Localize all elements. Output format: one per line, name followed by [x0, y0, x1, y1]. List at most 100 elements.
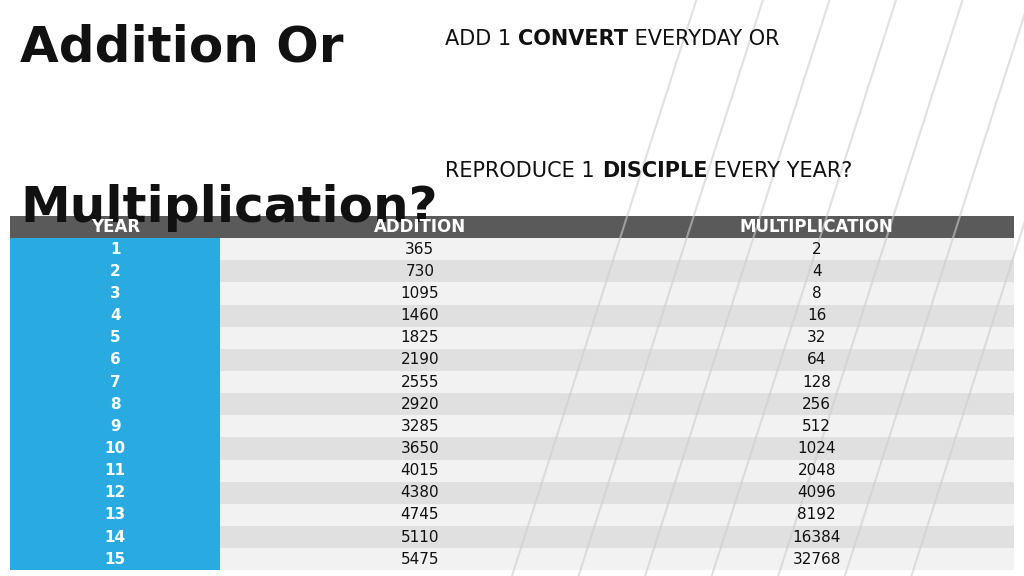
- Text: 8: 8: [812, 286, 821, 301]
- Text: 3285: 3285: [400, 419, 439, 434]
- Text: ADD 1: ADD 1: [445, 29, 518, 49]
- Bar: [620, 349, 1014, 371]
- Text: 4: 4: [812, 264, 821, 279]
- Bar: [10, 415, 220, 437]
- Text: 10: 10: [104, 441, 126, 456]
- Text: 4015: 4015: [400, 463, 439, 478]
- Bar: [620, 371, 1014, 393]
- Bar: [220, 349, 620, 371]
- Text: 128: 128: [802, 374, 831, 389]
- Bar: [620, 460, 1014, 482]
- Text: 16: 16: [807, 308, 826, 323]
- Text: 2555: 2555: [400, 374, 439, 389]
- Text: 5475: 5475: [400, 552, 439, 567]
- Bar: [10, 548, 220, 570]
- Text: ADDITION: ADDITION: [374, 218, 466, 236]
- Bar: [220, 327, 620, 349]
- Bar: [620, 238, 1014, 260]
- Text: MULTIPLICATION: MULTIPLICATION: [739, 218, 894, 236]
- Text: 2048: 2048: [798, 463, 836, 478]
- Bar: [620, 216, 1014, 238]
- Bar: [10, 460, 220, 482]
- Text: 1460: 1460: [400, 308, 439, 323]
- Text: 8192: 8192: [798, 507, 836, 522]
- Text: 6: 6: [110, 353, 121, 367]
- Bar: [220, 415, 620, 437]
- Bar: [220, 216, 620, 238]
- Bar: [620, 548, 1014, 570]
- Text: 4380: 4380: [400, 485, 439, 500]
- Text: 4745: 4745: [400, 507, 439, 522]
- Text: 3: 3: [110, 286, 121, 301]
- Text: CONVERT: CONVERT: [518, 29, 628, 49]
- Bar: [620, 305, 1014, 327]
- Bar: [220, 305, 620, 327]
- Bar: [220, 548, 620, 570]
- Bar: [10, 238, 220, 260]
- Text: 14: 14: [104, 529, 126, 544]
- Bar: [620, 393, 1014, 415]
- Bar: [620, 260, 1014, 282]
- Text: 12: 12: [104, 485, 126, 500]
- Text: 4096: 4096: [798, 485, 836, 500]
- Bar: [220, 482, 620, 504]
- Bar: [220, 504, 620, 526]
- Text: 2190: 2190: [400, 353, 439, 367]
- Text: 64: 64: [807, 353, 826, 367]
- Text: 1: 1: [110, 242, 121, 257]
- Text: 1024: 1024: [798, 441, 836, 456]
- Text: 13: 13: [104, 507, 126, 522]
- Bar: [220, 260, 620, 282]
- Text: Multiplication?: Multiplication?: [20, 184, 438, 232]
- Text: 2920: 2920: [400, 397, 439, 412]
- Bar: [220, 393, 620, 415]
- Bar: [220, 526, 620, 548]
- Bar: [10, 282, 220, 305]
- Text: 9: 9: [110, 419, 121, 434]
- Bar: [620, 327, 1014, 349]
- Text: 1825: 1825: [400, 330, 439, 345]
- Text: 512: 512: [802, 419, 831, 434]
- Text: 32: 32: [807, 330, 826, 345]
- Text: 1095: 1095: [400, 286, 439, 301]
- Bar: [10, 393, 220, 415]
- Text: 16384: 16384: [793, 529, 841, 544]
- Text: 8: 8: [110, 397, 121, 412]
- Bar: [10, 526, 220, 548]
- Bar: [220, 460, 620, 482]
- Text: YEAR: YEAR: [91, 218, 139, 236]
- Bar: [620, 526, 1014, 548]
- Text: 11: 11: [104, 463, 126, 478]
- Bar: [10, 482, 220, 504]
- Bar: [620, 415, 1014, 437]
- Text: 4: 4: [110, 308, 121, 323]
- Text: 365: 365: [406, 242, 434, 257]
- Bar: [220, 371, 620, 393]
- Text: 3650: 3650: [400, 441, 439, 456]
- Text: 5110: 5110: [400, 529, 439, 544]
- Bar: [10, 371, 220, 393]
- Bar: [10, 437, 220, 460]
- Bar: [220, 238, 620, 260]
- Text: DISCIPLE: DISCIPLE: [602, 161, 708, 181]
- Text: REPRODUCE 1: REPRODUCE 1: [445, 161, 602, 181]
- Text: EVERY YEAR?: EVERY YEAR?: [708, 161, 853, 181]
- Bar: [10, 327, 220, 349]
- Bar: [620, 504, 1014, 526]
- Bar: [220, 282, 620, 305]
- Bar: [10, 260, 220, 282]
- Bar: [620, 437, 1014, 460]
- Text: 2: 2: [812, 242, 821, 257]
- Bar: [10, 349, 220, 371]
- Text: EVERYDAY OR: EVERYDAY OR: [628, 29, 779, 49]
- Bar: [10, 305, 220, 327]
- Text: 32768: 32768: [793, 552, 841, 567]
- Text: 730: 730: [406, 264, 434, 279]
- Text: 15: 15: [104, 552, 126, 567]
- Bar: [10, 216, 220, 238]
- Text: 5: 5: [110, 330, 121, 345]
- Text: Addition Or: Addition Or: [20, 23, 344, 71]
- Bar: [220, 437, 620, 460]
- Text: 2: 2: [110, 264, 121, 279]
- Bar: [620, 282, 1014, 305]
